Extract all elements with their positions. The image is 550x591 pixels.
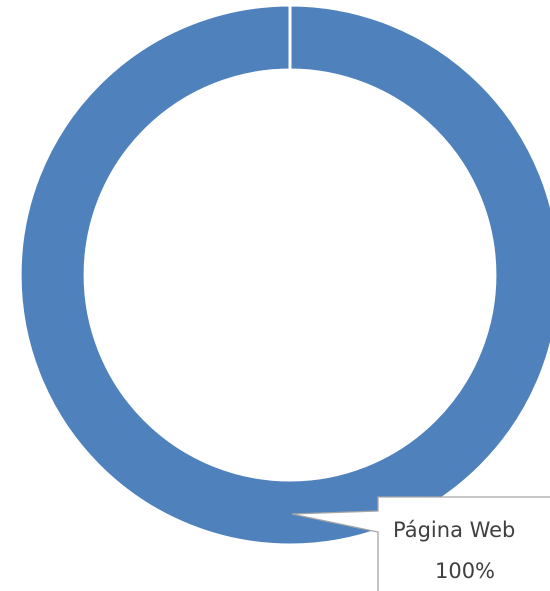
slices bbox=[18, 3, 550, 547]
donut-slice bbox=[18, 3, 550, 547]
slice-value-label: 100% bbox=[435, 559, 495, 583]
callout-box bbox=[291, 496, 550, 591]
labels: Página Web 100% bbox=[291, 496, 550, 591]
slice-label: Página Web bbox=[393, 518, 515, 542]
